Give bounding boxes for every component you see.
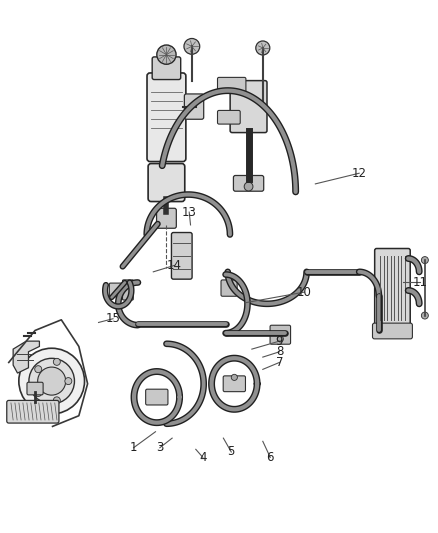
FancyBboxPatch shape [147,73,186,161]
FancyBboxPatch shape [27,382,43,395]
FancyBboxPatch shape [148,164,185,201]
Circle shape [35,390,42,397]
Circle shape [53,358,60,365]
Text: 12: 12 [352,167,367,180]
Circle shape [19,348,85,414]
Text: 1: 1 [130,441,138,454]
Text: 10: 10 [297,286,312,298]
FancyBboxPatch shape [218,77,246,92]
Text: 7: 7 [276,356,283,369]
Circle shape [184,38,200,54]
Text: 15: 15 [106,312,120,325]
Text: 5: 5 [228,446,235,458]
FancyBboxPatch shape [230,80,267,133]
FancyBboxPatch shape [270,325,290,344]
Text: 4: 4 [199,451,207,464]
Text: 13: 13 [182,206,197,219]
FancyBboxPatch shape [218,110,240,124]
FancyBboxPatch shape [171,232,192,279]
FancyBboxPatch shape [146,389,168,405]
Text: 9: 9 [276,335,283,348]
Text: 8: 8 [276,345,283,358]
Text: 6: 6 [266,451,274,464]
Circle shape [244,182,253,191]
FancyBboxPatch shape [156,208,177,228]
FancyBboxPatch shape [110,283,124,297]
Circle shape [35,366,42,373]
FancyBboxPatch shape [372,323,413,339]
FancyBboxPatch shape [7,400,59,423]
Circle shape [157,45,176,64]
Circle shape [231,374,237,381]
Text: 14: 14 [167,259,182,272]
Circle shape [277,336,283,342]
FancyBboxPatch shape [374,248,410,327]
Circle shape [421,256,428,264]
Polygon shape [13,341,39,373]
FancyBboxPatch shape [152,57,181,79]
FancyBboxPatch shape [184,94,204,119]
FancyBboxPatch shape [123,280,133,300]
FancyBboxPatch shape [233,175,264,191]
FancyBboxPatch shape [223,376,245,392]
Circle shape [29,358,74,404]
Text: 11: 11 [413,276,428,289]
FancyBboxPatch shape [221,280,237,296]
Circle shape [53,397,60,404]
Circle shape [65,377,72,385]
Text: 3: 3 [156,441,163,454]
Circle shape [256,41,270,55]
Circle shape [421,312,428,319]
Circle shape [38,367,66,395]
